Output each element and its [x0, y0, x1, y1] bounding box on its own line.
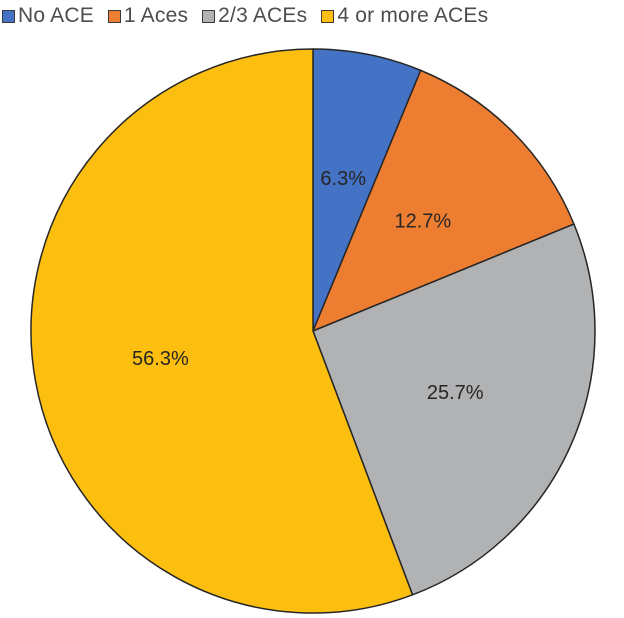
legend-label-no-ace: No ACE — [18, 4, 94, 27]
legend-label-4-or-more-aces: 4 or more ACEs — [337, 4, 489, 27]
legend-swatch-1-aces — [107, 9, 121, 23]
legend-swatch-no-ace — [2, 9, 15, 23]
pie-slice-4-or-more-aces — [30, 48, 414, 614]
pie-slice-1-aces — [312, 69, 575, 332]
legend-swatch-2-3-aces — [202, 9, 216, 23]
legend: No ACE 1 Aces 2/3 ACEs 4 or more ACEs — [2, 2, 502, 30]
slice-label-1-aces: 12.7% — [394, 211, 451, 233]
legend-item-2-3-aces: 2/3 ACEs — [202, 4, 307, 28]
legend-swatch-4-or-more-aces — [321, 9, 335, 23]
legend-item-no-ace: No ACE — [2, 4, 94, 28]
legend-item-1-aces: 1 Aces — [107, 4, 189, 28]
legend-label-1-aces: 1 Aces — [123, 4, 189, 27]
legend-label-2-3-aces: 2/3 ACEs — [218, 4, 308, 27]
slice-label-2-3-aces: 25.7% — [427, 382, 484, 404]
slice-label-4-or-more-aces: 56.3% — [132, 348, 189, 370]
legend-item-4-or-more-aces: 4 or more ACEs — [321, 4, 488, 28]
slice-label-no-ace: 6.3% — [320, 168, 366, 190]
pie-slice-2-3-aces — [312, 223, 596, 596]
